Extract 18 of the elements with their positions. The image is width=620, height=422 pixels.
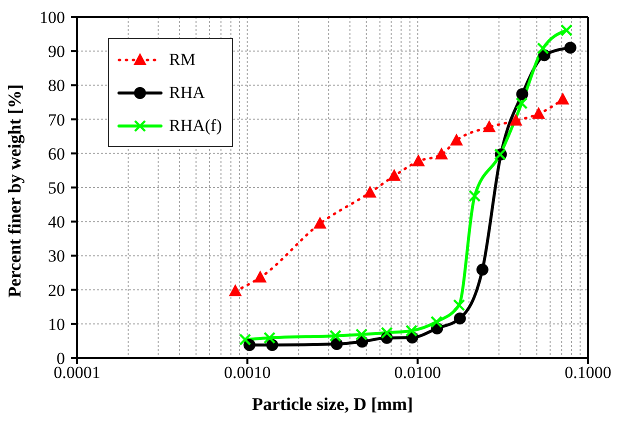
y-tick-label: 40 (48, 212, 65, 232)
x-tick-label: 0.0100 (394, 363, 442, 382)
x-axis-title: Particle size, D [mm] (252, 394, 413, 414)
y-tick-label: 70 (48, 110, 65, 130)
y-tick-label: 80 (48, 76, 65, 96)
y-tick-label: 30 (48, 246, 65, 266)
y-tick-label: 20 (48, 280, 65, 300)
y-tick-label: 100 (40, 8, 65, 27)
y-tick-label: 10 (48, 314, 65, 334)
legend-label: RM (169, 50, 196, 70)
x-tick-label: 0.0010 (224, 363, 271, 382)
y-tick-label: 90 (48, 42, 65, 62)
legend-label: RHA(f) (169, 116, 222, 136)
y-tick-label: 60 (48, 144, 65, 164)
y-tick-label: 50 (48, 178, 65, 198)
legend-label: RHA (169, 82, 205, 102)
x-tick-label: 0.1000 (564, 363, 612, 382)
y-axis-title: Percent finer by weight [%] (4, 84, 24, 298)
